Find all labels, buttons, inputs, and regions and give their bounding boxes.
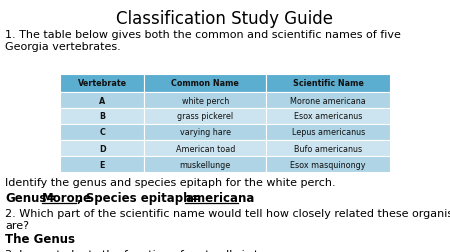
Text: Esox masquinongy: Esox masquinongy (290, 160, 366, 169)
Text: C: C (99, 128, 105, 137)
Text: Esox americanus: Esox americanus (294, 112, 362, 121)
Text: American toad: American toad (176, 144, 235, 153)
Text: Classification Study Guide: Classification Study Guide (117, 10, 333, 28)
Text: muskellunge: muskellunge (180, 160, 231, 169)
Text: Bufo americanus: Bufo americanus (294, 144, 362, 153)
Text: B: B (99, 112, 105, 121)
Text: Vertebrate: Vertebrate (77, 79, 126, 88)
Text: grass pickerel: grass pickerel (177, 112, 233, 121)
Text: varying hare: varying hare (180, 128, 231, 137)
Text: are?: are? (5, 220, 29, 230)
Text: 3. In most plants the function of root cells is to: 3. In most plants the function of root c… (5, 249, 265, 252)
Text: Morone: Morone (42, 191, 92, 204)
Text: Lepus americanus: Lepus americanus (292, 128, 365, 137)
Text: Georgia vertebrates.: Georgia vertebrates. (5, 42, 121, 52)
Text: Common Name: Common Name (171, 79, 239, 88)
Text: A: A (99, 96, 105, 105)
Text: , Species epitaph=: , Species epitaph= (77, 191, 202, 204)
Text: Scientific Name: Scientific Name (292, 79, 364, 88)
Text: Identify the genus and species epitaph for the white perch.: Identify the genus and species epitaph f… (5, 177, 336, 187)
Text: Morone americana: Morone americana (290, 96, 366, 105)
Text: white perch: white perch (181, 96, 229, 105)
Text: D: D (99, 144, 105, 153)
Text: Genus=: Genus= (5, 191, 56, 204)
Text: E: E (99, 160, 105, 169)
Text: 2. Which part of the scientific name would tell how closely related these organi: 2. Which part of the scientific name wou… (5, 208, 450, 218)
Text: The Genus: The Genus (5, 232, 75, 245)
Text: americana: americana (185, 191, 254, 204)
Text: 1. The table below gives both the common and scientific names of five: 1. The table below gives both the common… (5, 30, 401, 40)
